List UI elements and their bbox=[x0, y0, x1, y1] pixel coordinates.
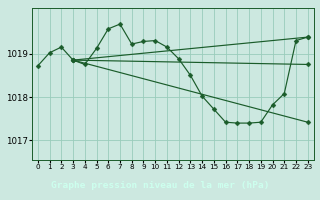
Text: Graphe pression niveau de la mer (hPa): Graphe pression niveau de la mer (hPa) bbox=[51, 181, 269, 190]
